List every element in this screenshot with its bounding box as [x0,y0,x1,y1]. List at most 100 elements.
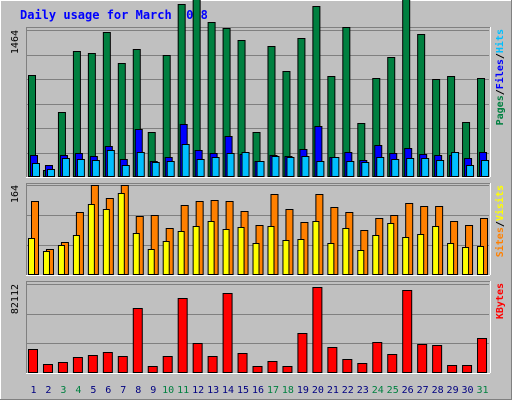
day-label: 20 [312,385,324,396]
day-label: 6 [105,385,111,396]
day-label: 10 [162,385,174,396]
visits-bar [238,228,244,275]
kbytes-bar [163,357,172,373]
hits-bar [242,153,249,177]
hits-bar [152,163,159,177]
hits-bar [47,170,54,177]
visits-bar [208,222,214,275]
kbytes-bar [178,299,187,373]
visits-bar [358,251,364,275]
visits-bar [118,194,124,275]
hits-bar [287,158,294,177]
kbytes-bar [253,367,262,373]
visits-bar [253,244,259,275]
kbytes-bar [43,365,52,373]
kbytes-bar [29,350,38,373]
chart-panels: 1464Pages/Files/Hits164Sites/Visits82112… [10,0,506,374]
panel-3-legend: KBytes [495,283,506,319]
kbytes-bar [373,343,382,373]
day-label: 7 [120,385,126,396]
day-label: 1 [30,385,36,396]
visits-bar [403,238,409,275]
visits-bar [433,227,439,275]
hits-bar [377,158,384,177]
panel-1-legend: Pages/Files/Hits [494,29,506,125]
day-label: 5 [90,385,96,396]
hits-bar [272,157,279,177]
hits-bar [302,157,309,177]
day-label: 11 [177,385,189,396]
legend-visits: Visits [494,185,506,221]
hits-bar [33,164,40,177]
hits-bar [452,153,459,177]
hits-bar [122,166,129,177]
panel-1-ymax-label: 1464 [10,30,21,54]
panel-2-legend: Sites/Visits [494,185,506,257]
kbytes-bar [433,346,442,373]
legend-kbytes: KBytes [495,283,506,319]
day-label: 19 [297,385,309,396]
panel-3-ymax-label: 82112 [10,284,21,314]
hits-bar [317,162,324,177]
day-label: 22 [342,385,354,396]
hits-bar [197,160,204,177]
visits-bar [268,227,274,275]
day-label: 3 [60,385,66,396]
kbytes-bar [283,367,292,373]
day-label: 15 [237,385,249,396]
legend-files: Files [494,59,506,89]
visits-bar [133,234,139,275]
visits-bar [163,242,169,275]
legend-hits: Hits [494,29,506,53]
day-label: 25 [387,385,399,396]
visits-bar [328,244,334,275]
day-label: 13 [207,385,219,396]
kbytes-bar [223,294,232,373]
day-label: 8 [135,385,141,396]
kbytes-bar [298,334,307,373]
legend-sites: Sites [494,227,506,257]
visits-bar [43,252,49,275]
day-label: 28 [432,385,444,396]
kbytes-bar [238,354,247,373]
hits-bar [392,160,399,177]
visits-bar [88,205,94,275]
kbytes-bar [73,358,82,373]
visits-bar [193,227,199,275]
visits-bar [223,230,229,275]
visits-bar [148,250,154,275]
hits-bar [227,154,234,177]
hits-bar [107,151,114,177]
day-label: 31 [476,385,488,396]
visits-bar [178,232,184,275]
kbytes-bar [148,367,157,373]
legend-pages: Pages [495,95,506,125]
visits-bar [29,239,35,275]
visits-bar [448,244,454,275]
hits-bar [137,153,144,177]
hits-bar [347,162,354,177]
kbytes-bar [448,366,457,373]
day-label: 21 [327,385,339,396]
day-label: 30 [462,385,474,396]
kbytes-bar [58,363,67,373]
kbytes-bar [418,345,427,373]
hits-bar [362,163,369,177]
day-label: 12 [192,385,204,396]
hits-bar [332,158,339,177]
hits-bar [212,158,219,177]
hits-bar [407,159,414,177]
visits-bar [58,246,64,275]
day-label: 18 [282,385,294,396]
kbytes-bar [478,339,487,373]
kbytes-bar [328,348,337,373]
visits-bar [313,222,319,275]
hits-bar [467,166,474,177]
kbytes-bar [103,353,112,373]
hits-bar [92,161,99,177]
visits-bar [478,247,484,275]
hits-bar [437,161,444,177]
visits-bar [73,236,79,275]
hits-bar [482,161,489,177]
